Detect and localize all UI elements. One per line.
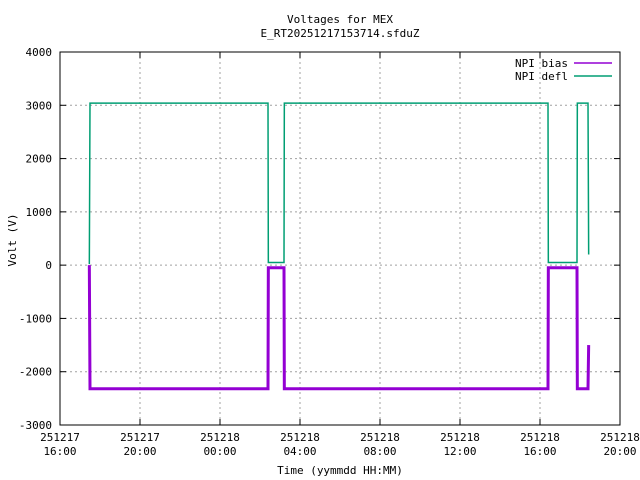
plot-frame [59,51,621,426]
data-line [88,102,590,265]
x-tick-label: 251218 20:00 [600,431,640,458]
x-tick-label: 251218 16:00 [520,431,560,458]
x-tick-label: 251218 12:00 [440,431,480,458]
y-tick-label: 1000 [26,206,53,219]
y-tick-label: 2000 [26,153,53,166]
x-axis-label: Time (yymmdd HH:MM) [277,464,403,477]
chart-subtitle: E_RT20251217153714.sfduZ [261,27,420,40]
chart-title: Voltages for MEX [287,13,393,26]
x-tick-label: 251218 08:00 [360,431,400,458]
y-tick-label: 3000 [26,99,53,112]
x-tick-label: 251218 04:00 [280,431,320,458]
y-tick-label: 4000 [26,46,53,59]
x-tick-label: 251217 20:00 [120,431,160,458]
y-axis-label: Volt (V) [6,214,19,267]
x-tick-label: 251217 16:00 [40,431,80,458]
x-tick-label: 251218 00:00 [200,431,240,458]
legend-label: NPI bias [515,57,568,70]
data-line [87,265,591,391]
y-tick-label: -1000 [19,312,52,325]
y-tick-label: -3000 [19,419,52,432]
y-tick-label: 0 [45,259,52,272]
legend-label: NPI defl [515,70,568,83]
y-tick-label: -2000 [19,366,52,379]
